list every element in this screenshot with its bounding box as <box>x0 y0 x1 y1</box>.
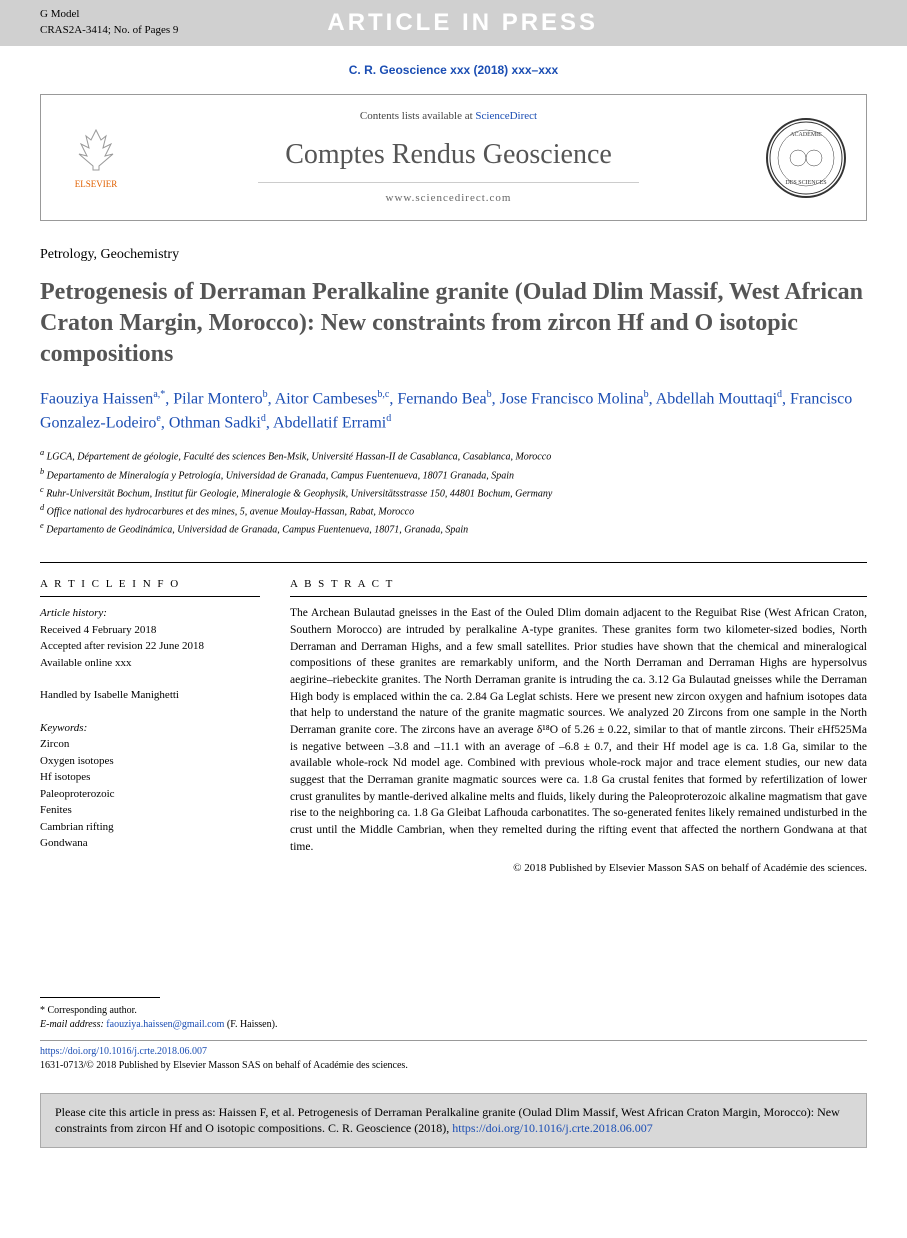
gmodel-line1: G Model <box>40 7 178 22</box>
svg-text:ACADÉMIE: ACADÉMIE <box>790 130 822 138</box>
gmodel-line2: CRAS2A-3414; No. of Pages 9 <box>40 23 178 38</box>
issn-line: 1631-0713/© 2018 Published by Elsevier M… <box>40 1059 867 1073</box>
keyword-item: Fenites <box>40 802 260 819</box>
cite-text: Please cite this article in press as: Ha… <box>55 1105 840 1136</box>
keyword-item: Gondwana <box>40 835 260 852</box>
doi-link[interactable]: https://doi.org/10.1016/j.crte.2018.06.0… <box>40 1046 207 1057</box>
elsevier-tree-icon <box>61 126 131 178</box>
history-label: Article history: <box>40 605 260 622</box>
keywords-list: ZirconOxygen isotopesHf isotopesPaleopro… <box>40 736 260 852</box>
header-center: Contents lists available at ScienceDirec… <box>131 109 766 206</box>
abstract-column: A B S T R A C T The Archean Bulautad gne… <box>290 577 867 877</box>
keyword-item: Oxygen isotopes <box>40 753 260 770</box>
corresp-star: * Corresponding author. <box>40 1004 867 1018</box>
affiliation-item: d Office national des hydrocarbures et d… <box>40 502 867 519</box>
article-in-press-label: ARTICLE IN PRESS <box>327 6 598 40</box>
contents-list: Contents lists available at ScienceDirec… <box>131 109 766 124</box>
online-date: Available online xxx <box>40 655 260 672</box>
footer-separator <box>40 997 160 998</box>
article-history: Article history: Received 4 February 201… <box>40 605 260 671</box>
cite-doi-link[interactable]: https://doi.org/10.1016/j.crte.2018.06.0… <box>452 1121 652 1135</box>
elsevier-logo: ELSEVIER <box>61 126 131 191</box>
journal-header-box: ELSEVIER Contents lists available at Sci… <box>40 94 867 221</box>
two-column-layout: A R T I C L E I N F O Article history: R… <box>40 562 867 877</box>
doi-block: https://doi.org/10.1016/j.crte.2018.06.0… <box>40 1040 867 1073</box>
affiliation-item: c Ruhr-Universität Bochum, Institut für … <box>40 484 867 501</box>
received-date: Received 4 February 2018 <box>40 622 260 639</box>
affiliation-item: b Departamento de Mineralogía y Petrolog… <box>40 466 867 483</box>
gmodel-block: G Model CRAS2A-3414; No. of Pages 9 <box>40 7 178 38</box>
keyword-item: Cambrian rifting <box>40 819 260 836</box>
elsevier-text: ELSEVIER <box>61 178 131 191</box>
contents-prefix: Contents lists available at <box>360 110 475 122</box>
affiliation-item: a LGCA, Département de géologie, Faculté… <box>40 447 867 464</box>
abstract-copyright: © 2018 Published by Elsevier Masson SAS … <box>290 861 867 876</box>
journal-reference: C. R. Geoscience xxx (2018) xxx–xxx <box>40 62 867 79</box>
keywords-block: Keywords: ZirconOxygen isotopesHf isotop… <box>40 720 260 852</box>
academie-logo: ACADÉMIE DES SCIENCES <box>766 118 846 198</box>
corresp-email-link[interactable]: faouziya.haissen@gmail.com <box>106 1019 224 1030</box>
article-in-press-bar: G Model CRAS2A-3414; No. of Pages 9 ARTI… <box>0 0 907 46</box>
keywords-label: Keywords: <box>40 720 260 737</box>
email-label: E-mail address: <box>40 1019 104 1030</box>
journal-url: www.sciencedirect.com <box>131 191 766 206</box>
abstract-head: A B S T R A C T <box>290 577 867 597</box>
author-list: Faouziya Haissena,*, Pilar Monterob, Ait… <box>40 387 867 436</box>
svg-text:DES SCIENCES: DES SCIENCES <box>785 180 826 186</box>
handled-by: Handled by Isabelle Manighetti <box>40 687 260 704</box>
keyword-item: Paleoproterozoic <box>40 786 260 803</box>
abstract-text: The Archean Bulautad gneisses in the Eas… <box>290 605 867 855</box>
article-title: Petrogenesis of Derraman Peralkaline gra… <box>40 277 867 371</box>
journal-name: Comptes Rendus Geoscience <box>131 135 766 174</box>
corresponding-author: * Corresponding author. E-mail address: … <box>40 1004 867 1032</box>
keyword-item: Hf isotopes <box>40 769 260 786</box>
keyword-item: Zircon <box>40 736 260 753</box>
citation-box: Please cite this article in press as: Ha… <box>40 1093 867 1149</box>
affiliations-list: a LGCA, Département de géologie, Faculté… <box>40 447 867 538</box>
corresp-email-suffix: (F. Haissen). <box>227 1019 278 1030</box>
accepted-date: Accepted after revision 22 June 2018 <box>40 638 260 655</box>
article-info-head: A R T I C L E I N F O <box>40 577 260 597</box>
article-info-column: A R T I C L E I N F O Article history: R… <box>40 577 260 877</box>
sciencedirect-link[interactable]: ScienceDirect <box>475 110 537 122</box>
affiliation-item: e Departamento de Geodinámica, Universid… <box>40 520 867 537</box>
article-category: Petrology, Geochemistry <box>40 245 867 265</box>
